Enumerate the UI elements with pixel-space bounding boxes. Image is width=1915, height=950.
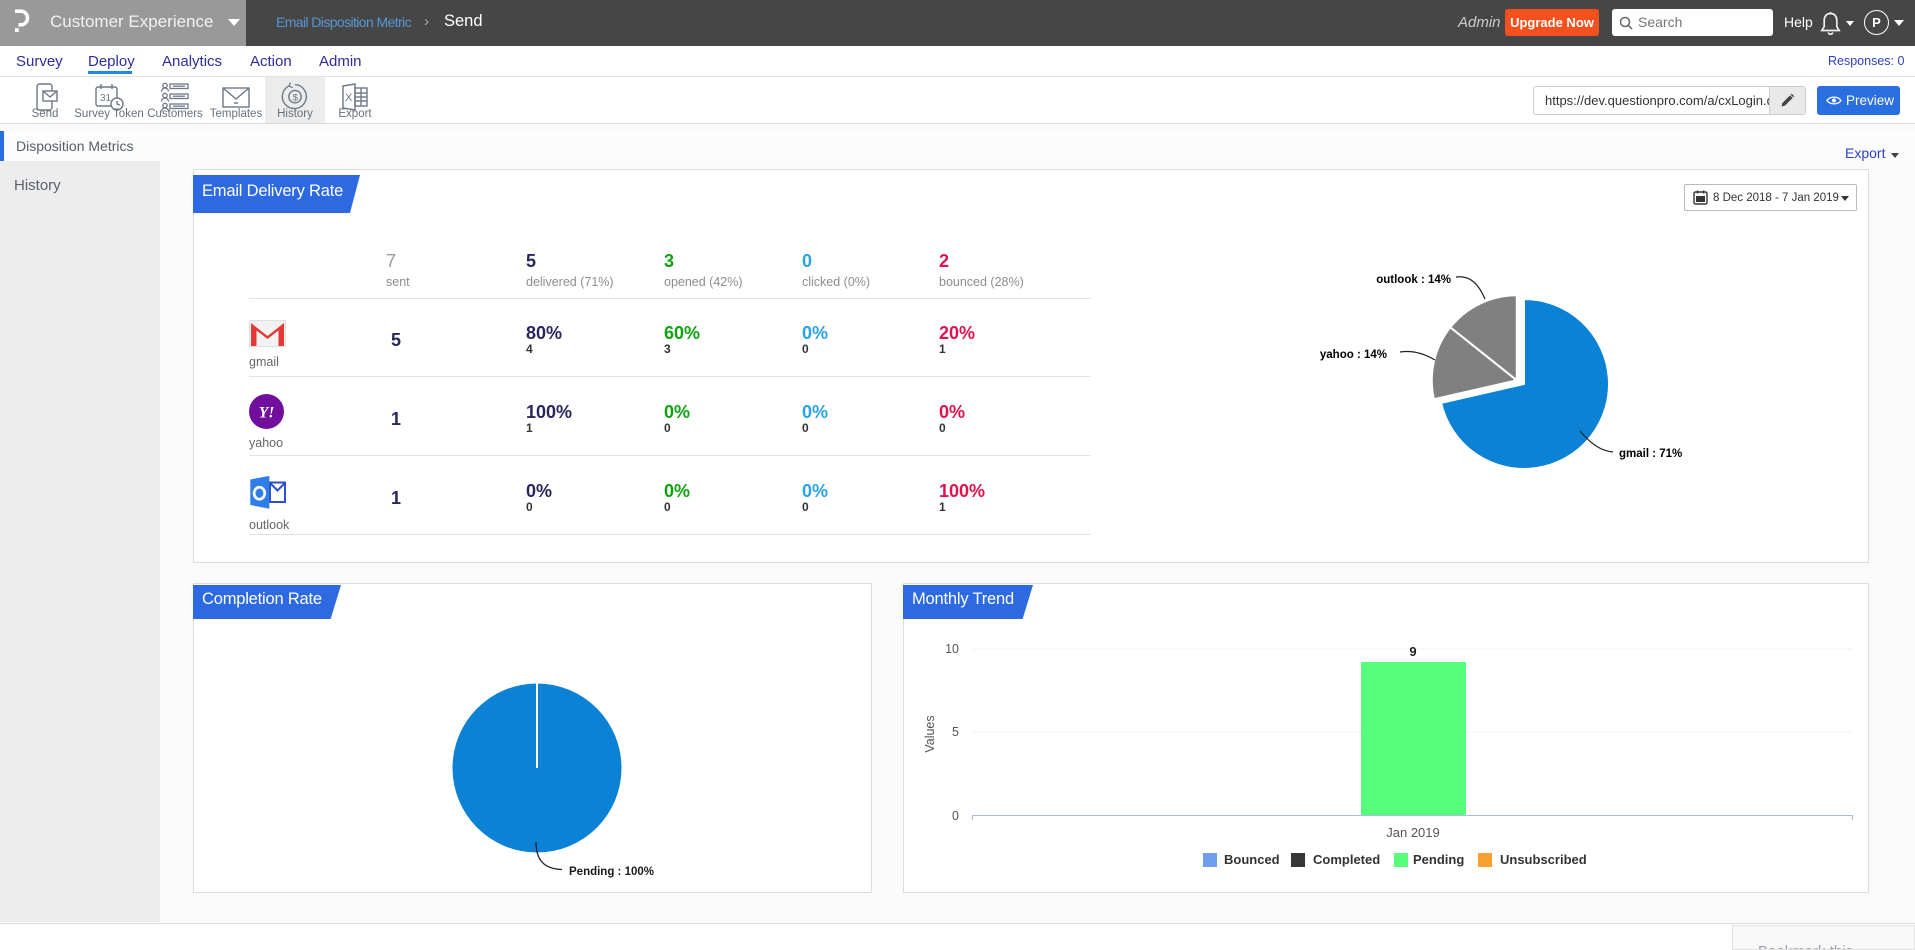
svg-text:Jan 2019: Jan 2019 bbox=[1386, 825, 1440, 840]
svg-text:Values: Values bbox=[923, 715, 937, 752]
svg-text:Pending: Pending bbox=[1413, 852, 1464, 867]
svg-text:Unsubscribed: Unsubscribed bbox=[1500, 852, 1587, 867]
svg-text:outlook : 14%: outlook : 14% bbox=[1376, 274, 1451, 286]
svg-text:31: 31 bbox=[100, 93, 112, 104]
svg-text:yahoo : 14%: yahoo : 14% bbox=[1320, 349, 1387, 361]
svg-text:Pending : 100%: Pending : 100% bbox=[569, 866, 654, 878]
svg-text:$: $ bbox=[293, 92, 299, 103]
svg-text:Bounced: Bounced bbox=[1224, 852, 1280, 867]
svg-text:0: 0 bbox=[952, 809, 959, 823]
svg-text:Y!: Y! bbox=[259, 404, 275, 421]
svg-text:5: 5 bbox=[952, 725, 959, 739]
svg-text:gmail : 71%: gmail : 71% bbox=[1619, 448, 1682, 460]
svg-text:X: X bbox=[345, 92, 353, 104]
svg-text:9: 9 bbox=[1409, 644, 1416, 659]
svg-text:10: 10 bbox=[945, 642, 959, 656]
svg-text:Completed: Completed bbox=[1313, 852, 1380, 867]
